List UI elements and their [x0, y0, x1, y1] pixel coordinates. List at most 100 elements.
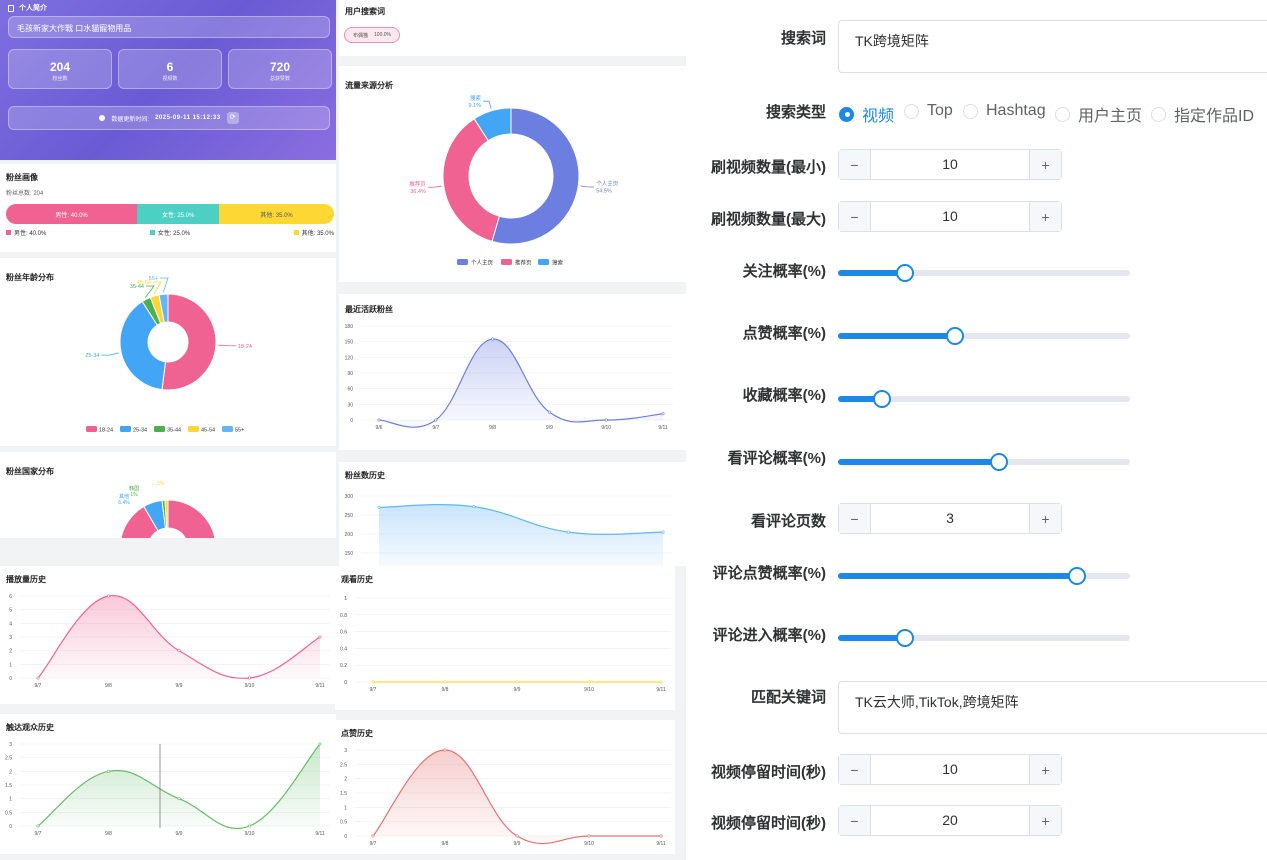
slider-handle[interactable] [989, 453, 1008, 471]
data-point [587, 680, 591, 684]
x-tick-label: 9/8 [442, 841, 449, 847]
y-tick-label: 0.6 [340, 630, 347, 636]
data-point [604, 418, 608, 422]
slice-label: 25-34 [85, 353, 99, 359]
slider-handle[interactable] [896, 629, 915, 647]
series-area [379, 504, 663, 566]
increment-button[interactable]: + [1029, 755, 1061, 784]
decrement-button[interactable]: − [839, 504, 871, 533]
stay-max-stepper[interactable]: − 20 + [838, 805, 1062, 836]
label-line [101, 352, 120, 356]
slider-handle[interactable] [872, 390, 891, 408]
decrement-button[interactable]: − [839, 806, 871, 835]
radio-video-id[interactable]: 指定作品ID [1151, 102, 1254, 126]
play-history-title: 播放量历史 [6, 575, 46, 584]
stat-fans: 204 粉丝数 [8, 49, 112, 89]
search-terms-title: 用户搜索词 [345, 7, 385, 16]
max-videos-stepper[interactable]: − 10 + [838, 201, 1062, 232]
increment-button[interactable]: + [1029, 806, 1061, 835]
slice-label: …1% [152, 481, 165, 487]
x-tick-label: 9/7 [35, 831, 42, 837]
document-icon [8, 4, 14, 12]
stepper-value[interactable]: 10 [942, 156, 958, 172]
radio-dot [963, 103, 978, 119]
y-tick-label: 1 [344, 596, 347, 602]
comment-like-prob-slider[interactable] [838, 567, 1130, 585]
search-word-input[interactable]: TK跨境矩阵 [838, 20, 1267, 73]
slider-handle[interactable] [945, 327, 964, 345]
y-tick-label: 30 [347, 402, 353, 408]
radio-user-profile[interactable]: 用户主页 [1055, 102, 1142, 126]
legend-swatch [120, 426, 131, 432]
fan-portrait-title: 粉丝画像 [6, 173, 38, 182]
gender-bar-label: 男性: 40.0% [55, 212, 88, 219]
data-point [515, 680, 519, 684]
reach-history-card: 触达观众历史 0 0.5 1 1.5 2 2.5 3 9/7 9/8 9/9 9/10 9/11 [0, 714, 336, 854]
like-prob-slider[interactable] [838, 327, 1130, 345]
increment-button[interactable]: + [1029, 150, 1061, 179]
follow-prob-slider[interactable] [838, 264, 1130, 282]
label-line [427, 185, 442, 188]
match-keywords-input[interactable]: TK云大师,TikTok,跨境矩阵 [838, 681, 1267, 734]
stay-min-label: 视频停留时间(秒) [711, 764, 826, 781]
y-tick-label: 120 [345, 355, 354, 361]
update-bar: 数据更新时间: 2025-09-11 15:12:33 ⟳ [8, 106, 330, 130]
slider-handle[interactable] [1068, 567, 1087, 585]
stepper-value[interactable]: 10 [942, 208, 958, 224]
slice-label: 54.5% [596, 189, 612, 195]
increment-button[interactable]: + [1029, 202, 1061, 231]
y-tick-label: 60 [347, 387, 353, 393]
search-word-label: 搜索词 [780, 30, 826, 47]
data-point [659, 834, 663, 838]
label-line [160, 277, 169, 293]
fav-prob-slider[interactable] [838, 390, 1130, 408]
decrement-button[interactable]: − [839, 755, 871, 784]
comment-view-prob-slider[interactable] [838, 453, 1130, 471]
slice-label: 其他 [119, 493, 129, 500]
decrement-button[interactable]: − [839, 202, 871, 231]
radio-label: Hashtag [986, 102, 1046, 119]
max-videos-label: 刷视频数量(最大) [711, 211, 826, 228]
slider-handle[interactable] [896, 264, 915, 282]
search-term-tag[interactable]: 布偶猫 100.0% [344, 27, 400, 43]
y-tick-label: 2 [344, 777, 347, 783]
data-point [472, 505, 476, 509]
fav-prob-label: 收藏概率(%) [742, 387, 826, 404]
legend-label: 个人主页 [471, 259, 494, 267]
legend-label: 18-24 [99, 428, 113, 434]
x-tick-label: 9/11 [656, 841, 666, 847]
comment-enter-prob-label: 评论进入概率(%) [712, 627, 826, 644]
bio-text: 毛孩新家大作戰 口水貓寵物用品 [17, 24, 132, 33]
y-tick-label: 0 [9, 824, 12, 830]
data-point [371, 834, 375, 838]
update-label: 数据更新时间: [111, 116, 150, 123]
stay-min-stepper[interactable]: − 10 + [838, 754, 1062, 785]
stat-value: 6 [166, 60, 174, 74]
radio-label: 视频 [862, 108, 895, 125]
stepper-value[interactable]: 3 [946, 510, 954, 526]
stepper-value[interactable]: 10 [942, 761, 958, 777]
data-point [515, 834, 519, 838]
min-videos-stepper[interactable]: − 10 + [838, 149, 1062, 180]
y-tick-label: 2.5 [5, 756, 12, 762]
y-tick-label: 2.5 [340, 762, 347, 768]
y-tick-label: 250 [345, 513, 354, 519]
radio-top[interactable]: Top [904, 102, 953, 120]
refresh-button[interactable]: ⟳ [226, 112, 239, 124]
gender-bar-label: 女性: 25.0% [162, 212, 195, 219]
data-point [318, 635, 322, 639]
stay-max-label: 视频停留时间(秒) [711, 815, 826, 832]
radio-video[interactable]: 视频 [839, 102, 894, 126]
y-tick-label: 0 [344, 680, 347, 686]
comment-enter-prob-slider[interactable] [838, 629, 1130, 647]
increment-button[interactable]: + [1029, 504, 1061, 533]
x-tick-label: 9/11 [315, 831, 325, 837]
comment-pages-stepper[interactable]: − 3 + [838, 503, 1062, 534]
donut-slice [442, 118, 500, 242]
stepper-value[interactable]: 20 [942, 812, 958, 828]
radio-hashtag[interactable]: Hashtag [963, 102, 1046, 120]
decrement-button[interactable]: − [839, 150, 871, 179]
data-point [443, 680, 447, 684]
